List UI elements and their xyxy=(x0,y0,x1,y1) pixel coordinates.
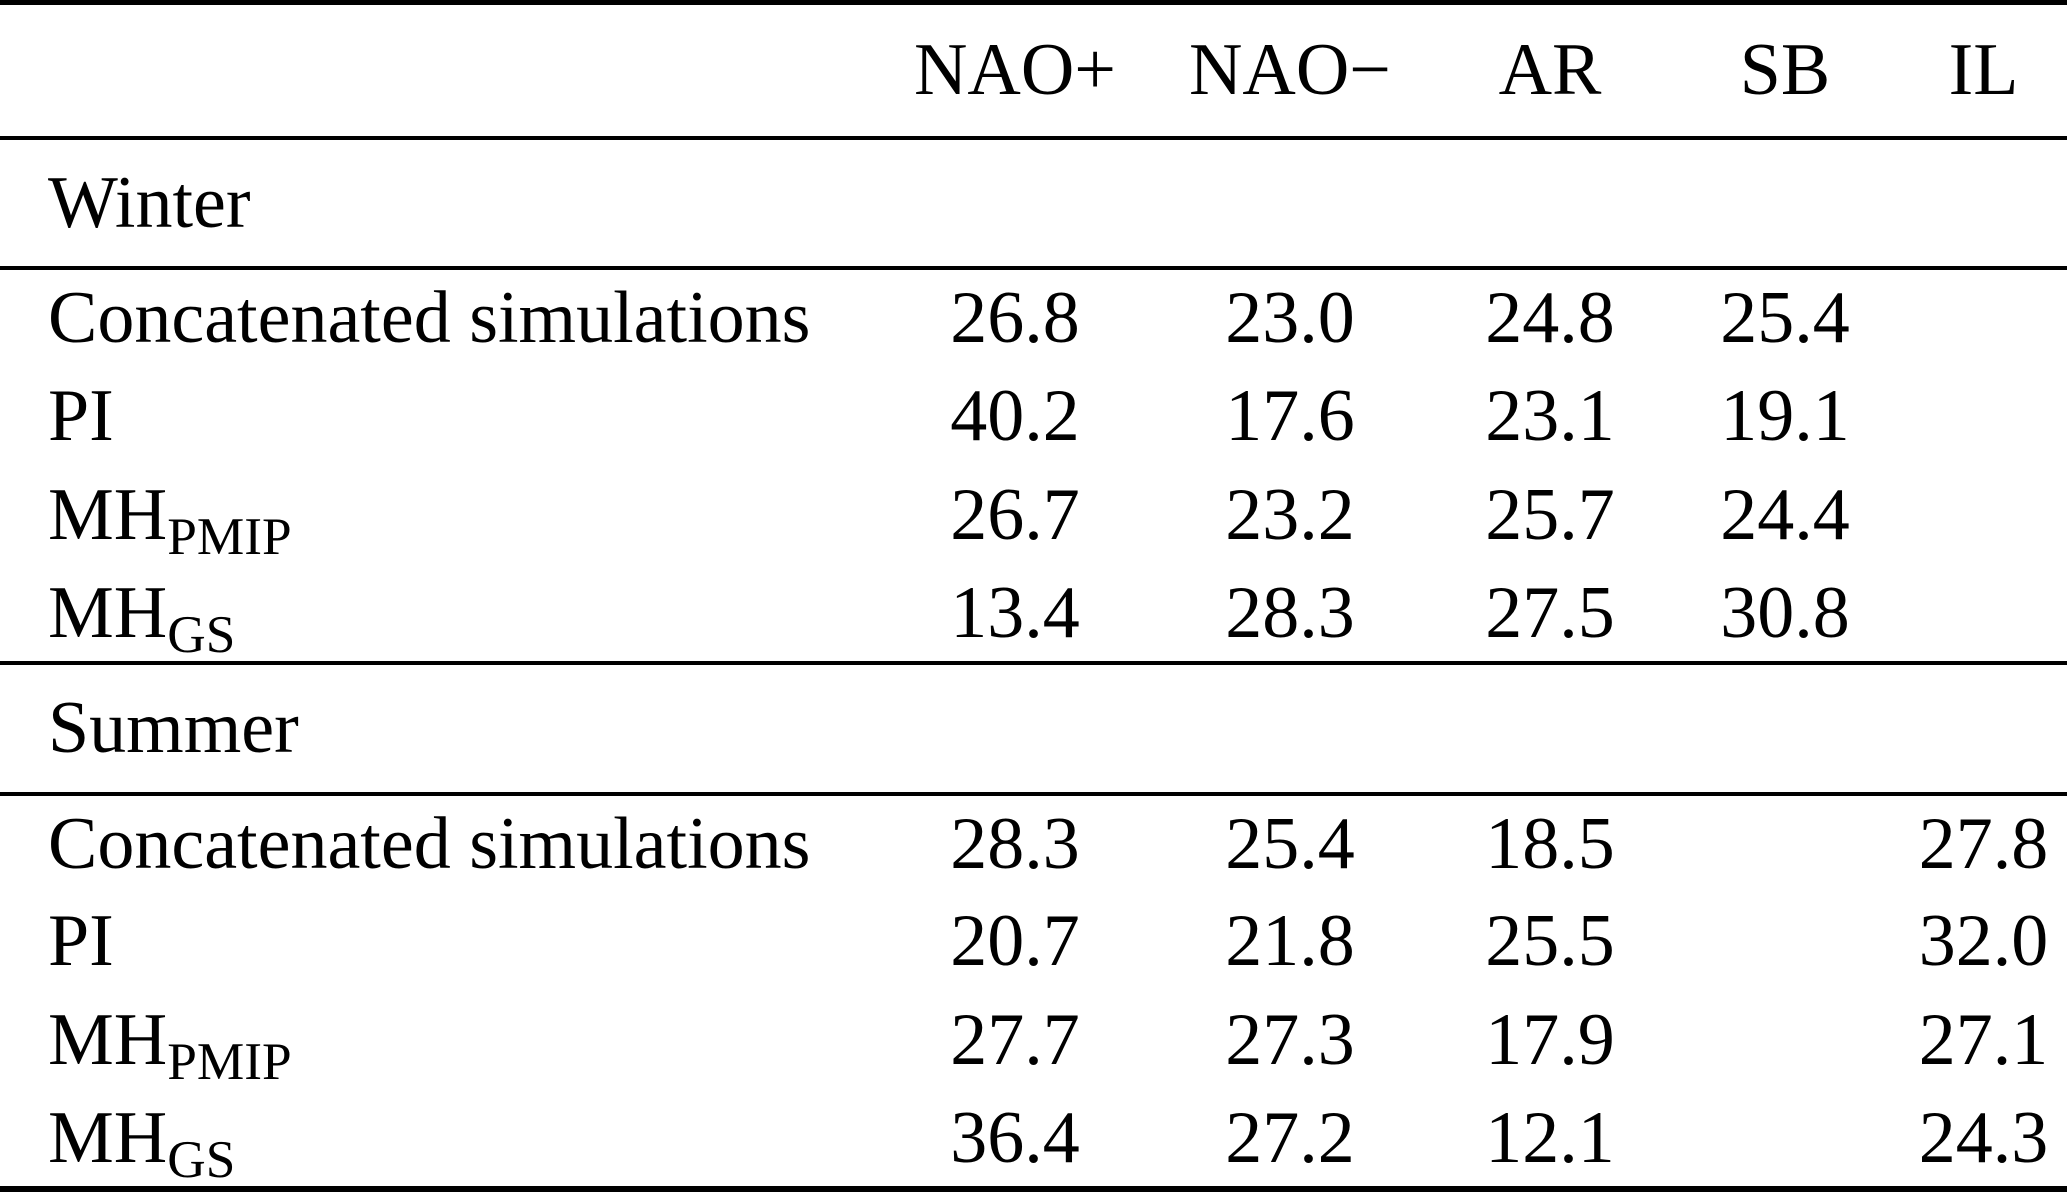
col-header-sb: SB xyxy=(1670,2,1900,140)
row-label: Concatenated simulations xyxy=(0,268,880,367)
row-label-text: Concatenated simulations xyxy=(48,802,811,885)
cell-value: 20.7 xyxy=(950,900,1080,983)
cell-value: 27.8 xyxy=(1918,802,2049,885)
cell-value: 23.0 xyxy=(1225,277,1355,360)
table-row: MHGS 36.4 27.2 12.1 24.3 xyxy=(0,1090,2067,1189)
cell-value: 21.8 xyxy=(1225,900,1355,983)
row-label: PI xyxy=(0,893,880,992)
cell-value: 18.5 xyxy=(1485,802,1615,885)
cell-value: 17.9 xyxy=(1485,999,1615,1082)
cell-value xyxy=(1900,268,2067,367)
row-label-text: MH xyxy=(48,571,168,654)
row-label: MHPMIP xyxy=(0,991,880,1090)
cell-value: 23.2 xyxy=(1225,473,1355,556)
cell-value: 23.1 xyxy=(1485,374,1615,457)
cell-value: 27.2 xyxy=(1225,1096,1355,1179)
row-label: Concatenated simulations xyxy=(0,794,880,893)
row-label-text: Concatenated simulations xyxy=(48,277,811,360)
section-title-summer: Summer xyxy=(0,663,2067,796)
table-row: PI 20.7 21.8 25.5 32.0 xyxy=(0,893,2067,992)
row-label-subscript: GS xyxy=(167,604,236,664)
section-row-summer: Summer xyxy=(0,663,2067,796)
col-header-ar: AR xyxy=(1430,2,1670,140)
cell-value xyxy=(1670,991,1900,1090)
cell-value: 13.4 xyxy=(880,564,1150,666)
cell-value: 25.7 xyxy=(1485,473,1615,556)
cell-value: 27.7 xyxy=(950,999,1080,1082)
table-row: PI 40.2 17.6 23.1 19.1 xyxy=(0,367,2067,466)
cell-value: 24.4 xyxy=(1720,473,1850,556)
row-label: MHGS xyxy=(0,1090,880,1189)
col-header-nao-minus: NAO− xyxy=(1150,2,1430,140)
table-row: MHPMIP 27.7 27.3 17.9 27.1 xyxy=(0,991,2067,1090)
cell-value: 25.4 xyxy=(1225,802,1355,885)
row-label-text: PI xyxy=(48,900,114,983)
cell-value: 27.3 xyxy=(1225,999,1355,1082)
cell-value: 17.6 xyxy=(1225,374,1355,457)
row-label: MHGS xyxy=(0,564,880,666)
row-label-text: MH xyxy=(48,999,168,1082)
row-label-subscript: GS xyxy=(167,1129,236,1189)
section-title-winter: Winter xyxy=(0,137,2067,271)
cell-value: 32.0 xyxy=(1918,900,2049,983)
table-row: MHGS 13.4 28.3 27.5 30.8 xyxy=(0,564,2067,666)
table-row: MHPMIP 26.7 23.2 25.7 24.4 xyxy=(0,466,2067,565)
cell-value: 27.5 xyxy=(1430,564,1670,666)
col-header-il: IL xyxy=(1900,2,2067,140)
table-row: Concatenated simulations 28.3 25.4 18.5 … xyxy=(0,794,2067,893)
cell-value xyxy=(1900,564,2067,666)
cell-value xyxy=(1670,794,1900,893)
table-row: Concatenated simulations 26.8 23.0 24.8 … xyxy=(0,268,2067,367)
cell-value: 25.5 xyxy=(1485,900,1615,983)
table-header-row: NAO+ NAO− AR SB IL xyxy=(0,2,2067,140)
cell-value: 30.8 xyxy=(1670,564,1900,666)
row-label-subscript: PMIP xyxy=(167,506,292,566)
cell-value: 26.8 xyxy=(950,277,1080,360)
cell-value: 36.4 xyxy=(950,1096,1080,1179)
col-header-empty xyxy=(0,2,880,140)
row-label: PI xyxy=(0,367,880,466)
cell-value xyxy=(1670,1090,1900,1189)
cell-value: 28.3 xyxy=(1150,564,1430,666)
row-label-text: MH xyxy=(48,473,168,556)
cell-value: 24.8 xyxy=(1485,277,1615,360)
cell-value xyxy=(1900,466,2067,565)
cell-value xyxy=(1670,893,1900,992)
cell-value xyxy=(1900,367,2067,466)
cell-value: 40.2 xyxy=(950,374,1080,457)
row-label-text: MH xyxy=(48,1096,168,1179)
cell-value: 25.4 xyxy=(1720,277,1850,360)
col-header-nao-plus: NAO+ xyxy=(880,2,1150,140)
cell-value: 12.1 xyxy=(1485,1096,1615,1179)
section-row-winter: Winter xyxy=(0,137,2067,271)
cell-value: 26.7 xyxy=(950,473,1080,556)
cell-value: 24.3 xyxy=(1918,1096,2049,1179)
cell-value: 27.1 xyxy=(1918,999,2049,1082)
cell-value: 28.3 xyxy=(950,802,1080,885)
row-label: MHPMIP xyxy=(0,466,880,565)
cell-value: 19.1 xyxy=(1720,374,1850,457)
row-label-text: PI xyxy=(48,374,114,457)
row-label-subscript: PMIP xyxy=(167,1032,292,1092)
